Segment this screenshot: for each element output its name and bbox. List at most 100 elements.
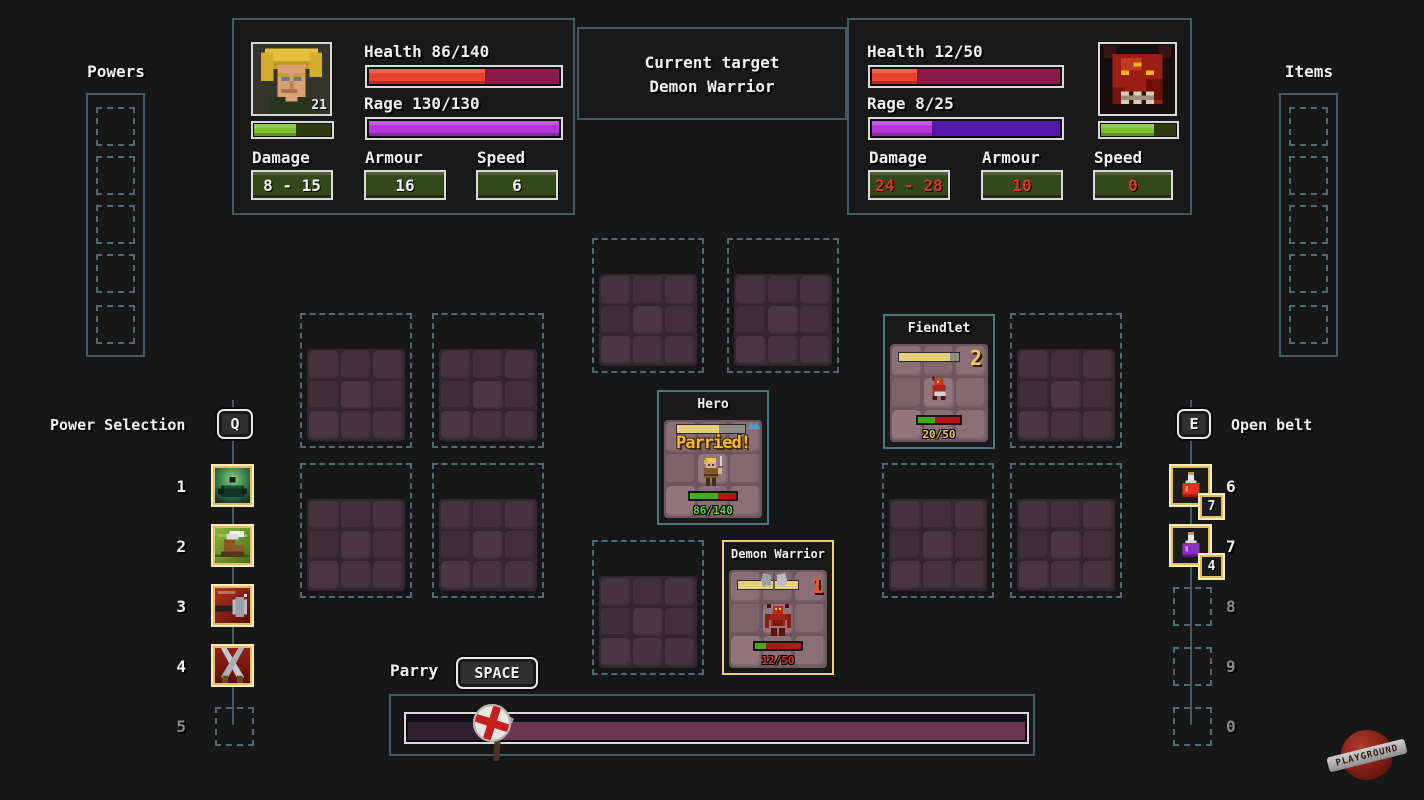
fiendlet-sprite: [932, 376, 946, 401]
power-selection-key[interactable]: Q: [217, 409, 253, 439]
floor-stone: [736, 336, 766, 364]
belt-slot-6[interactable]: 7: [1169, 464, 1225, 520]
floor-stone: [768, 306, 798, 334]
power-slot-empty: [96, 156, 135, 195]
floor-stone: [309, 531, 339, 559]
player-damage-value: 8 - 15: [251, 170, 333, 200]
floor-stone: [309, 351, 339, 379]
power-slot-3[interactable]: [211, 584, 254, 627]
board-cell-empty[interactable]: [727, 238, 839, 373]
belt-slot-count: 4: [1198, 553, 1225, 580]
floor-stone: [601, 336, 631, 364]
floor-stone: [473, 501, 503, 529]
player-rage-label: Rage 130/130: [364, 94, 480, 113]
floor-stone: [633, 578, 663, 606]
floor-stone: [1051, 411, 1081, 439]
item-slot-empty: [1289, 107, 1328, 146]
floor-stone: [956, 378, 986, 408]
parry-label: Parry: [390, 661, 439, 680]
board-cell-empty[interactable]: [300, 313, 412, 448]
floor-stone: [923, 501, 953, 529]
floor-stone: [441, 351, 471, 379]
board-cell-empty[interactable]: [592, 540, 704, 675]
floor-stone: [800, 276, 830, 304]
floor-stone: [795, 572, 825, 602]
enemy-stat-label: Speed: [1094, 148, 1143, 167]
floor-stone: [956, 346, 986, 376]
floor-stone: [891, 561, 921, 589]
floor-stone: [1019, 531, 1049, 559]
belt-slot-7[interactable]: 4: [1169, 524, 1225, 580]
floor-stone: [1051, 561, 1081, 589]
belt-slot-0-empty: [1173, 707, 1212, 746]
floor-stone: [309, 561, 339, 589]
floor-stone: [341, 531, 371, 559]
floor-stone: [665, 336, 695, 364]
floor-stone: [601, 578, 631, 606]
parry-key[interactable]: SPACE: [456, 657, 538, 689]
floor-stone: [341, 381, 371, 409]
floor-stone: [665, 578, 695, 606]
board-cell-hero[interactable]: Hero Parried!: [657, 390, 769, 525]
fiendlet-name: Fiendlet: [907, 321, 971, 336]
floor-stone: [473, 381, 503, 409]
enemy-xp-bar: [1098, 121, 1179, 139]
floor-stone: [736, 306, 766, 334]
board-cell-fiendlet[interactable]: Fiendlet 2 20/50: [883, 314, 995, 449]
floor-stone: [1019, 351, 1049, 379]
player-rage-bar: [365, 117, 563, 140]
floor-stone: [892, 378, 922, 408]
enemy-rage-bar: [868, 117, 1064, 140]
demon-portrait-icon: [1100, 45, 1175, 113]
enemy-portrait: [1098, 42, 1177, 116]
player-speed-value: 6: [476, 170, 558, 200]
board-cell-demon-warrior[interactable]: Demon Warrior 1: [722, 540, 834, 675]
stone-guard-icon: [215, 468, 250, 503]
floor-stone: [505, 531, 535, 559]
board-cell-empty[interactable]: [592, 238, 704, 373]
floor-stone: [1083, 531, 1113, 559]
board-cell-empty[interactable]: [300, 463, 412, 598]
board-cell-empty[interactable]: [432, 463, 544, 598]
demon-warrior-name: Demon Warrior: [731, 547, 825, 561]
parry-timing-bar: [404, 704, 1029, 762]
floor-stone: [1051, 531, 1081, 559]
floor-stone: [1051, 381, 1081, 409]
floor-stone: [373, 411, 403, 439]
demon-warrior-sprite: [765, 603, 791, 636]
floor-stone: [601, 608, 631, 636]
power-slot-4[interactable]: [211, 644, 254, 687]
enemy-rage-label: Rage 8/25: [867, 94, 954, 113]
floor-stone: [1019, 501, 1049, 529]
floor-stone: [473, 411, 503, 439]
power-slot-empty: [96, 107, 135, 146]
floor-stone: [1083, 501, 1113, 529]
floor-stone: [441, 381, 471, 409]
power-slot-empty: [96, 205, 135, 244]
mace-strike-icon: [215, 588, 250, 623]
floor-stone: [1019, 381, 1049, 409]
enemy-stat-label: Damage: [869, 148, 927, 167]
power-slot-1[interactable]: [211, 464, 254, 507]
floor-stone: [633, 276, 663, 304]
board-cell-empty[interactable]: [882, 463, 994, 598]
demon-hp-text: 12/50: [761, 654, 795, 667]
belt-slot-number: 9: [1226, 657, 1236, 676]
floor-stone: [309, 381, 339, 409]
floor-stone: [473, 351, 503, 379]
open-belt-key[interactable]: E: [1177, 409, 1211, 439]
board-cell-empty[interactable]: [1010, 463, 1122, 598]
player-level: 21: [311, 98, 327, 113]
power-slot-number: 4: [176, 657, 186, 676]
board-cell-empty[interactable]: [1010, 313, 1122, 448]
floor-stone: [373, 561, 403, 589]
parry-marker: [472, 701, 516, 767]
floor-stone: [601, 276, 631, 304]
board-cell-empty[interactable]: [432, 313, 544, 448]
floor-stone: [1051, 351, 1081, 379]
floor-stone: [441, 501, 471, 529]
power-slot-2[interactable]: [211, 524, 254, 567]
belt-slot-count: 7: [1198, 493, 1225, 520]
floor-stone: [666, 454, 696, 484]
floor-stone: [505, 381, 535, 409]
